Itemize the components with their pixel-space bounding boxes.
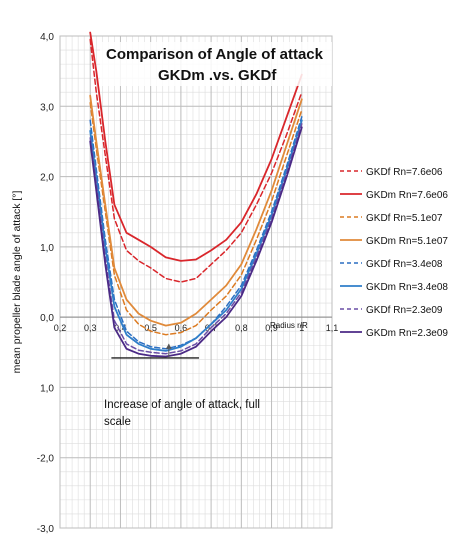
- chart-title-line-1: Comparison of Angle of attack: [106, 46, 324, 63]
- y-tick-label: -2,0: [37, 454, 55, 465]
- y-tick-label: 3,0: [40, 102, 54, 113]
- series-line-2: [89, 31, 303, 262]
- y-tick-label: 0,0: [40, 313, 54, 324]
- series-line-6: [89, 119, 303, 352]
- y-tick-label: -3,0: [37, 524, 55, 535]
- y-tick-label: 1,0: [40, 383, 54, 394]
- annotation-text-line-2: scale: [104, 416, 131, 428]
- x-tick-label: 0,9: [265, 323, 278, 333]
- legend-entry-3: GKDf Rn=5.1e07: [366, 213, 443, 224]
- axis-layer: 0,2 0,3 0,4 0,5 0,6 0,7 0,8 0,9 1 1,14,03,02,01,0…: [37, 32, 338, 535]
- y-tick-label: 1,0: [40, 243, 54, 254]
- legend-entry-7: GKDf Rn=2.3e09: [366, 305, 443, 316]
- x-tick-label: 0,8: [235, 323, 248, 333]
- title-layer: Comparison of Angle of attack GKDm .vs. …: [100, 42, 332, 86]
- y-axis-label: mean propeller blade angle of attack [°]: [11, 191, 23, 374]
- x-tick-label: 0,6: [175, 323, 188, 333]
- x-tick-label: 0,4: [114, 323, 127, 333]
- legend-entry-2: GKDm Rn=7.6e06: [366, 190, 448, 201]
- legend: GKDf Rn=7.6e06 GKDm Rn=7.6e06 GKDf Rn=5.1e…: [340, 167, 448, 339]
- title-background: [100, 42, 332, 86]
- x-tick-label: 0,3: [84, 323, 97, 333]
- annotation-layer: Increase of angle of attack, full scale: [104, 343, 260, 428]
- x-tick-label: 1: [299, 323, 304, 333]
- series-line-3: [89, 102, 303, 336]
- x-tick-label: 0,2: [54, 323, 67, 333]
- x-tick-label: 1,1: [326, 323, 339, 333]
- y-tick-label: 4,0: [40, 32, 54, 43]
- series-line-8: [89, 126, 303, 358]
- series-line-5: [89, 116, 303, 350]
- series-line-4: [89, 94, 303, 327]
- annotation-text-line-1: Increase of angle of attack, full: [104, 399, 260, 411]
- legend-entry-1: GKDf Rn=7.6e06: [366, 167, 443, 178]
- series-line-1: [89, 38, 303, 283]
- x-axis-label: Radius r/R: [270, 321, 308, 330]
- series-line-7: [89, 123, 303, 355]
- x-tick-label: 0,5: [144, 323, 157, 333]
- legend-entry-8: GKDm Rn=2.3e09: [366, 328, 448, 339]
- y-tick-label: 2,0: [40, 173, 54, 184]
- legend-entry-4: GKDm Rn=5.1e07: [366, 236, 448, 247]
- chart-title-line-2: GKDm .vs. GKDf: [158, 67, 277, 84]
- annotation-arrowhead: [165, 343, 172, 349]
- series-layer: [89, 31, 303, 358]
- legend-entry-6: GKDm Rn=3.4e08: [366, 282, 448, 293]
- legend-entry-5: GKDf Rn=3.4e08: [366, 259, 443, 270]
